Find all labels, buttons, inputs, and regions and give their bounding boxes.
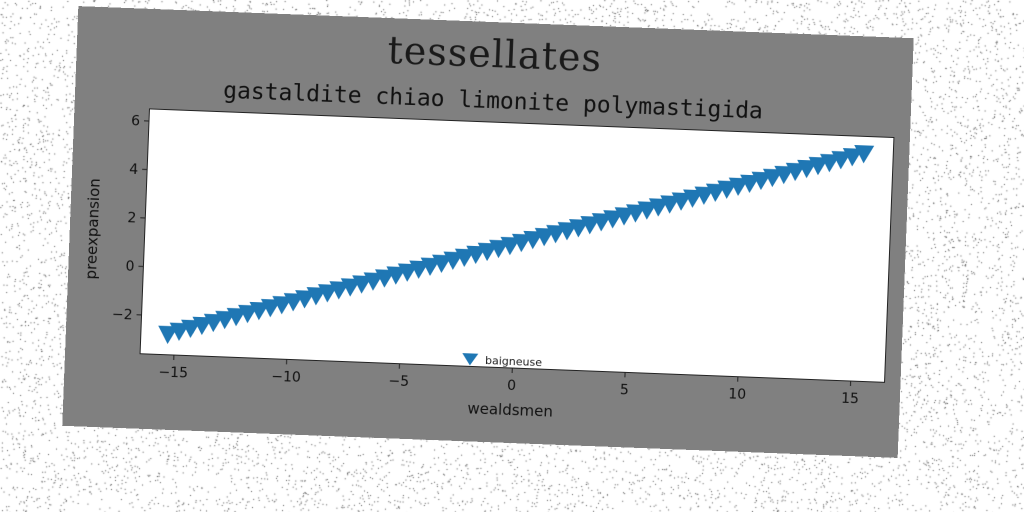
chart-figure: tessellates gastaldite chiao limonite po…: [62, 6, 914, 458]
y-tick-label: 6: [131, 113, 141, 129]
x-tick-label: −10: [271, 369, 301, 386]
scatter-plot: −15 −10 −5 0 5 10 15 −2 0 2 4 6 baigneuse wealdsme…: [62, 6, 914, 458]
y-tick-label: 0: [125, 259, 135, 275]
y-tick-label: −2: [112, 307, 133, 324]
x-tick-label: 10: [728, 386, 746, 403]
y-axis-label: preexpansion: [82, 178, 104, 280]
x-tick-label: 15: [841, 391, 859, 408]
y-tick-label: 4: [129, 162, 139, 178]
x-axis-label: wealdsmen: [467, 399, 553, 420]
x-tick-label: 5: [620, 382, 630, 398]
x-tick-label: −5: [388, 373, 409, 390]
x-tick-label: −15: [158, 364, 188, 381]
x-tick-label: 0: [507, 378, 517, 394]
plot-area: [140, 109, 894, 382]
y-tick-label: 2: [127, 210, 137, 226]
legend-label: baigneuse: [485, 354, 543, 369]
